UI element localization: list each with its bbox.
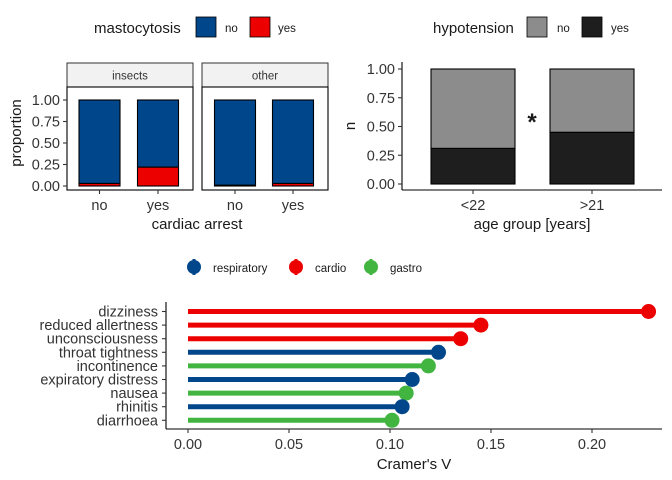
bar-other-yes-no [271, 99, 315, 184]
x-tick-label-other-yes: yes [282, 198, 305, 214]
x-tick-label-3: 0.15 [477, 437, 505, 453]
bar-insects-yes-no [136, 99, 180, 168]
symptom-label-reduced-allertness: reduced allertness [40, 318, 159, 334]
symptom-label-expiratory-distress: expiratory distress [40, 373, 158, 389]
bar-22-yes [430, 147, 516, 185]
facet-panel-insects [66, 86, 194, 191]
symptom-label-diarrhoea: diarrhoea [97, 413, 159, 429]
legend-label-respiratory: respiratory [213, 263, 268, 275]
x-tick-label-2: 0.10 [376, 437, 404, 453]
legend-swatch-yes [249, 16, 271, 38]
y-tick-label-3: 0.75 [32, 115, 60, 131]
legend-symptom-groups: respiratory cardio gastro [187, 259, 422, 275]
symptom-label-incontinence: incontinence [77, 359, 158, 375]
facet-strip-insects [66, 62, 194, 88]
legend-title-hypotension: hypotension [433, 20, 514, 37]
y-axis-title-hypotension: n [342, 122, 359, 130]
panel-mastocytosis: mastocytosis no yes insects other 0.00 0… [8, 16, 329, 233]
y-tick-label-2: 0.50 [367, 120, 395, 136]
x-axis-title-mastocytosis: cardiac arrest [152, 216, 244, 233]
legend-key-gastro [364, 260, 378, 274]
legend-key-respiratory [187, 260, 201, 274]
x-tick-label-lt22: <22 [461, 198, 486, 214]
lollipop-point-dizziness [641, 304, 657, 319]
x-tick-label-insects-no: no [91, 198, 107, 214]
lollipop-point-incontinence [420, 358, 436, 374]
legend-swatch-no [526, 16, 548, 38]
symptom-label-nausea: nausea [110, 386, 159, 402]
x-tick-label-0: 0.00 [174, 437, 202, 453]
legend-label-yes: yes [611, 23, 629, 35]
hypotension-bars [430, 68, 635, 185]
x-tick-label-4: 0.20 [578, 437, 606, 453]
symptom-label-throat-tightness: throat tightness [59, 345, 158, 361]
y-axis-hypotension: 0.00 0.25 0.50 0.75 1.00 [367, 62, 402, 193]
y-tick-label-1: 0.25 [367, 148, 395, 164]
x-axis-title-hypotension: age group [years] [474, 216, 591, 233]
legend-swatch-yes [581, 16, 603, 38]
facet-label-insects: insects [112, 71, 148, 83]
facet-label-other: other [252, 71, 278, 83]
x-axis-mastocytosis: no yes no yes [91, 190, 304, 214]
legend-title-mastocytosis: mastocytosis [94, 20, 181, 37]
facet-panel-other [201, 86, 329, 191]
y-tick-label-0: 0.00 [32, 179, 60, 195]
facet-strip-other [201, 62, 329, 88]
y-axis-title-mastocytosis: proportion [8, 99, 25, 167]
legend-swatch-no [195, 16, 217, 38]
y-tick-label-0: 0.00 [367, 177, 395, 193]
symptom-label-rhinitis: rhinitis [116, 400, 158, 416]
y-tick-label-4: 1.00 [367, 62, 395, 78]
lollipop-point-expiratory-distress [404, 372, 420, 387]
lollipop-point-rhinitis [394, 399, 410, 415]
legend-key-cardio [289, 260, 303, 274]
x-tick-label-gt21: >21 [580, 198, 605, 214]
legend-label-no: no [225, 23, 238, 35]
bar-other-no-no [213, 99, 257, 186]
x-axis-title-cramers: Cramer's V [377, 456, 452, 473]
symptom-label-unconsciousness: unconsciousness [47, 332, 158, 348]
lollipop-point-unconsciousness [453, 331, 469, 347]
x-axis-hypotension: <22 >21 [461, 190, 605, 214]
cramers-v-marks [188, 304, 657, 428]
x-tick-label-1: 0.05 [275, 437, 303, 453]
panel-hypotension: hypotension no yes * 0.00 0.25 0.50 0.75… [342, 16, 662, 233]
bar-22-no [430, 68, 516, 149]
y-tick-label-4: 1.00 [32, 93, 60, 109]
x-tick-label-insects-yes: yes [147, 198, 170, 214]
y-tick-label-1: 0.25 [32, 158, 60, 174]
symptom-label-dizziness: dizziness [98, 305, 158, 321]
bar-21-no [549, 68, 635, 133]
mastocytosis-bars [78, 99, 315, 187]
significance-asterisk: * [527, 109, 537, 136]
y-tick-label-3: 0.75 [367, 91, 395, 107]
lollipop-point-reduced-allertness [473, 317, 489, 333]
bar-insects-no-no [78, 99, 121, 184]
lollipop-point-throat-tightness [430, 344, 446, 360]
legend-label-cardio: cardio [315, 263, 346, 275]
x-axis-cramers: 0.00 0.05 0.10 0.15 0.20 [174, 429, 606, 453]
y-axis-mastocytosis: 0.00 0.25 0.50 0.75 1.00 [32, 93, 67, 195]
bar-21-yes [549, 131, 635, 185]
x-tick-label-other-no: no [227, 198, 243, 214]
bar-insects-yes-yes [136, 166, 180, 187]
legend-label-gastro: gastro [390, 263, 422, 275]
legend-label-yes: yes [278, 23, 296, 35]
legend-label-no: no [557, 23, 570, 35]
lollipop-point-diarrhoea [384, 412, 400, 428]
panel-cramers-v: respiratory cardio gastro dizzinessreduc… [40, 259, 662, 473]
y-tick-label-2: 0.50 [32, 136, 60, 152]
lollipop-point-nausea [398, 385, 414, 401]
